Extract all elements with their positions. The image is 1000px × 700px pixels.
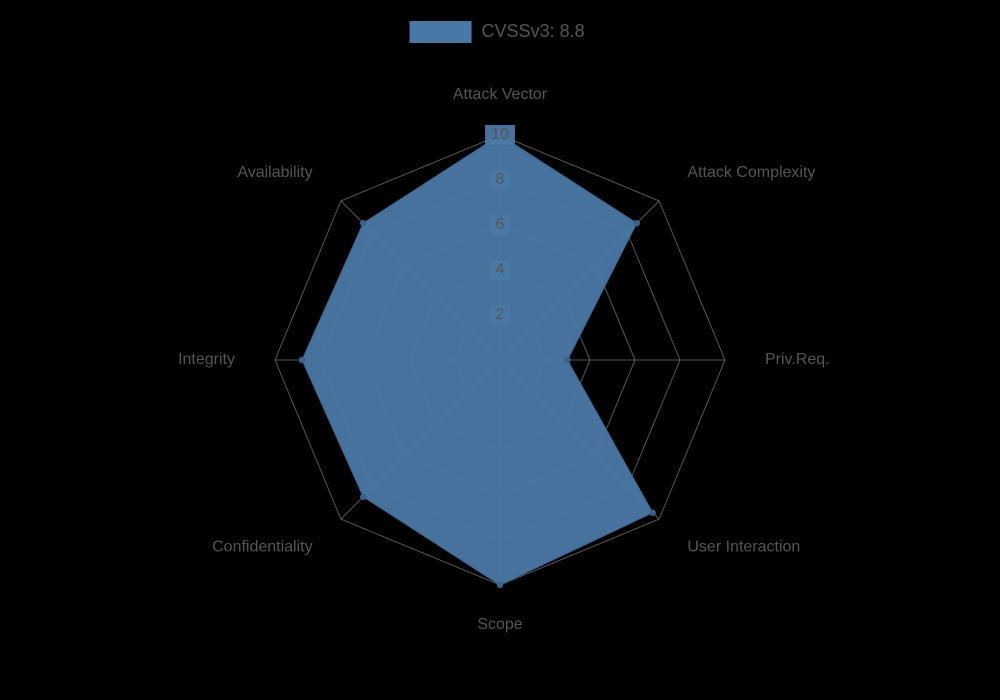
tick-label: 6 bbox=[490, 215, 510, 235]
tick-label: 10 bbox=[485, 125, 515, 145]
axis-label: Availability bbox=[237, 164, 312, 181]
series-marker bbox=[634, 220, 640, 226]
axis-label: Attack Vector bbox=[453, 86, 548, 103]
tick-label: 2 bbox=[490, 305, 510, 325]
series-marker bbox=[497, 582, 503, 588]
svg-text:2: 2 bbox=[496, 306, 505, 323]
svg-text:8: 8 bbox=[496, 171, 505, 188]
tick-label: 4 bbox=[490, 260, 510, 280]
svg-text:10: 10 bbox=[491, 126, 509, 143]
legend: CVSSv3: 8.8 bbox=[410, 21, 585, 43]
legend-label: CVSSv3: 8.8 bbox=[482, 21, 585, 41]
svg-text:4: 4 bbox=[496, 261, 505, 278]
series-marker bbox=[360, 494, 366, 500]
axis-label: Attack Complexity bbox=[687, 164, 815, 181]
axis-label: User Interaction bbox=[687, 539, 800, 556]
series-marker bbox=[299, 357, 305, 363]
series-marker bbox=[360, 220, 366, 226]
tick-label: 8 bbox=[490, 170, 510, 190]
axis-label: Integrity bbox=[178, 351, 235, 368]
series-marker bbox=[564, 357, 570, 363]
legend-swatch bbox=[410, 21, 472, 43]
axis-label: Priv.Req. bbox=[765, 351, 830, 368]
series-marker bbox=[650, 510, 656, 516]
svg-text:6: 6 bbox=[496, 216, 505, 233]
axis-label: Confidentiality bbox=[212, 539, 313, 556]
axis-label: Scope bbox=[477, 616, 522, 633]
radar-chart: 2 4 6 8 10 Attack Vector Attack Complexity Priv… bbox=[0, 0, 1000, 700]
radar-svg: 2 4 6 8 10 Attack Vector Attack Complexity Priv… bbox=[0, 0, 1000, 700]
